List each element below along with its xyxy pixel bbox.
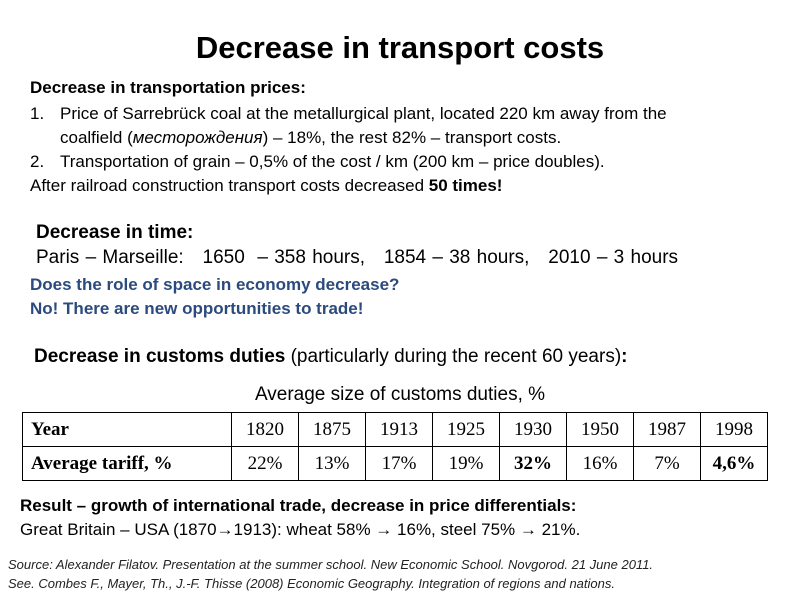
tariff-table: Year 1820 1875 1913 1925 1930 1950 1987 … <box>22 412 768 481</box>
tariff-cell: 7% <box>633 446 701 481</box>
russian-term: месторождения <box>132 128 263 147</box>
list-item: 1. Price of Sarrebrück coal at the metall… <box>30 104 667 124</box>
year-cell: 1820 <box>231 412 299 447</box>
year-cell: 1987 <box>633 412 701 447</box>
source-line-2: See. Combes F., Mayer, Th., J.-F. Thisse… <box>8 576 615 591</box>
year-cell: 1950 <box>566 412 634 447</box>
text: Decrease in customs duties <box>34 346 286 367</box>
tariff-cell: 4,6% <box>700 446 768 481</box>
text: After railroad construction transport co… <box>30 176 429 195</box>
list-number: 1. <box>30 104 45 123</box>
year-cell: 1875 <box>298 412 366 447</box>
text: coalfield ( <box>60 128 133 147</box>
year-cell: 1913 <box>365 412 433 447</box>
page-title: Decrease in transport costs <box>195 30 605 65</box>
year-cell: 1998 <box>700 412 768 447</box>
year-cell: 1925 <box>432 412 500 447</box>
emphasis: 50 times! <box>428 176 503 195</box>
result-line: Great Britain – USA (1870→1913): wheat 5… <box>20 520 581 539</box>
tariff-cell: 16% <box>566 446 634 481</box>
customs-heading: Decrease in customs duties (particularly… <box>34 346 627 368</box>
tariff-cell: 17% <box>365 446 433 481</box>
text: Paris – Marseille: 1650 – 358 hours, 185… <box>36 247 679 268</box>
year-cell: 1930 <box>499 412 567 447</box>
table-caption: Average size of customs duties, % <box>254 384 546 405</box>
text: (particularly during the recent 60 years… <box>285 346 622 367</box>
list-number: 2. <box>30 152 45 171</box>
list-item-continuation: coalfield (месторождения) – 18%, the res… <box>60 128 561 148</box>
row-header: Average tariff, % <box>22 446 232 481</box>
list-text: Price of Sarrebrück coal at the metallur… <box>60 104 667 123</box>
table-row-year: Year 1820 1875 1913 1925 1930 1950 1987 … <box>22 412 768 447</box>
text: : <box>621 346 628 367</box>
source-line-1: Source: Alexander Filatov. Presentation … <box>8 557 654 572</box>
list-text: Transportation of grain – 0,5% of the co… <box>60 152 605 171</box>
result-heading: Result – growth of international trade, … <box>20 496 577 515</box>
prices-heading: Decrease in transportation prices: <box>30 78 306 97</box>
table-row-tariff: Average tariff, % 22% 13% 17% 19% 32% 16… <box>22 446 768 481</box>
time-heading: Decrease in time: <box>36 222 194 243</box>
question-1: Does the role of space in economy decrea… <box>30 275 400 294</box>
question-2: No! There are new opportunities to trade… <box>30 299 364 318</box>
list-item: 2. Transportation of grain – 0,5% of the … <box>30 152 605 172</box>
tariff-cell: 32% <box>499 446 567 481</box>
tariff-cell: 22% <box>231 446 299 481</box>
after-railroad-text: After railroad construction transport co… <box>30 176 502 196</box>
time-line: Paris – Marseille: 1650 – 358 hours, 185… <box>36 247 678 269</box>
tariff-cell: 13% <box>298 446 366 481</box>
tariff-cell: 19% <box>432 446 500 481</box>
row-header: Year <box>22 412 232 447</box>
text: ) – 18%, the rest 82% – transport costs. <box>262 128 562 147</box>
